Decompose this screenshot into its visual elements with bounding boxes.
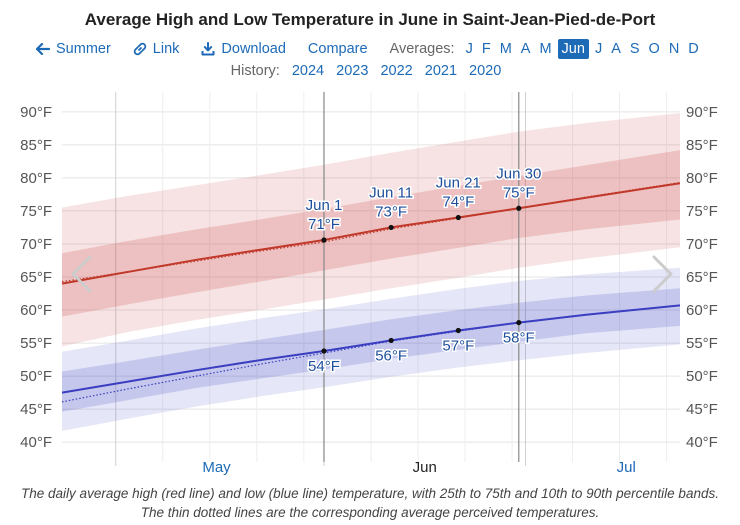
y-tick-left-85: 85°F (20, 137, 52, 154)
x-label-jul: Jul (617, 459, 636, 476)
summer-label: Summer (56, 41, 111, 57)
annotation-date-3: Jun 30 (496, 165, 541, 182)
chart-title: Average High and Low Temperature in June… (84, 10, 656, 29)
toolbar: Summer Link Download Compare Averages: J… (36, 38, 705, 60)
annotation-low-1: 56°F (375, 347, 407, 364)
arrow-left-icon (36, 43, 50, 55)
high-point-3 (516, 205, 522, 211)
download-icon (201, 42, 215, 56)
link-button[interactable]: Link (133, 41, 180, 57)
y-tick-right-70: 70°F (686, 236, 718, 253)
y-tick-left-75: 75°F (20, 203, 52, 220)
month-jun-selected[interactable]: Jun (557, 39, 589, 59)
y-tick-right-45: 45°F (686, 401, 718, 418)
history-bar: History: 2024 2023 2022 2021 2020 (0, 63, 740, 79)
chevron-left-icon[interactable] (71, 255, 92, 293)
link-icon (133, 42, 147, 56)
compare-button[interactable]: Compare (308, 41, 368, 57)
low-average-line (61, 304, 681, 394)
low-point-2 (455, 327, 461, 334)
x-label-may: May (202, 459, 231, 476)
month-jan[interactable]: J (465, 41, 473, 57)
history-year-2022[interactable]: 2022 (380, 63, 413, 79)
link-label: Link (152, 41, 180, 57)
annotation-date-0: Jun 1 (306, 197, 343, 214)
annotation-low-2: 57°F (442, 338, 474, 355)
high-band-10-90 (62, 113, 680, 347)
summer-link[interactable]: Summer (36, 41, 111, 57)
annotation-date-1: Jun 11 (369, 184, 413, 201)
high-point-1 (388, 224, 394, 231)
high-point-0 (321, 237, 327, 243)
month-jul[interactable]: J (594, 41, 603, 57)
y-tick-right-50: 50°F (686, 368, 718, 385)
y-tick-left-70: 70°F (20, 236, 52, 253)
download-label: Download (221, 41, 286, 57)
y-tick-left-60: 60°F (20, 302, 52, 319)
y-tick-right-60: 60°F (686, 302, 718, 319)
y-tick-left-45: 45°F (20, 401, 52, 418)
history-year-2021[interactable]: 2021 (424, 63, 458, 79)
y-tick-right-65: 65°F (686, 269, 718, 286)
annotation-low-3: 58°F (503, 330, 535, 347)
y-tick-right-90: 90°F (686, 104, 718, 121)
month-oct[interactable]: O (648, 41, 660, 57)
y-tick-left-55: 55°F (20, 335, 52, 352)
low-point-0 (321, 348, 327, 354)
chart-caption: The daily average high (red line) and lo… (21, 486, 719, 520)
low-point-1 (388, 337, 394, 344)
y-tick-right-40: 40°F (686, 434, 718, 451)
annotation-date-2: Jun 21 (436, 175, 481, 192)
history-year-2023[interactable]: 2023 (336, 63, 369, 79)
history-label: History: (230, 63, 280, 79)
low-band-10-90 (62, 267, 680, 431)
y-tick-left-90: 90°F (20, 104, 52, 121)
y-tick-right-80: 80°F (686, 170, 718, 187)
month-mar[interactable]: M (499, 41, 512, 57)
low-point-3 (516, 319, 522, 326)
y-tick-right-55: 55°F (686, 335, 718, 352)
month-apr[interactable]: A (520, 41, 531, 57)
y-tick-left-50: 50°F (20, 368, 52, 385)
compare-label: Compare (307, 41, 368, 57)
y-tick-left-40: 40°F (20, 434, 52, 451)
annotation-high-1: 73°F (375, 203, 407, 220)
y-tick-right-75: 75°F (686, 203, 718, 220)
y-tick-left-80: 80°F (20, 170, 52, 187)
low-band-25-75 (62, 288, 680, 412)
history-year-2024[interactable]: 2024 (291, 63, 325, 79)
annotation-high-2: 74°F (442, 194, 474, 211)
y-tick-left-65: 65°F (20, 269, 52, 286)
month-feb[interactable]: F (481, 41, 491, 57)
high-average-line (61, 182, 681, 285)
month-may[interactable]: M (539, 41, 552, 57)
high-point-2 (455, 214, 461, 221)
annotation-high-0: 71°F (308, 216, 340, 233)
month-sep[interactable]: S (629, 41, 640, 57)
month-aug[interactable]: A (611, 41, 621, 57)
download-button[interactable]: Download (201, 41, 286, 57)
history-year-2020[interactable]: 2020 (469, 63, 502, 79)
annotation-low-0: 54°F (308, 358, 340, 375)
x-label-jun: Jun (413, 459, 437, 476)
month-dec[interactable]: D (688, 41, 699, 57)
averages-label: Averages: (389, 41, 455, 57)
month-nov[interactable]: N (668, 41, 680, 57)
chevron-right-icon[interactable] (652, 255, 673, 293)
annotation-high-3: 75°F (503, 184, 535, 201)
y-tick-right-85: 85°F (686, 137, 718, 154)
